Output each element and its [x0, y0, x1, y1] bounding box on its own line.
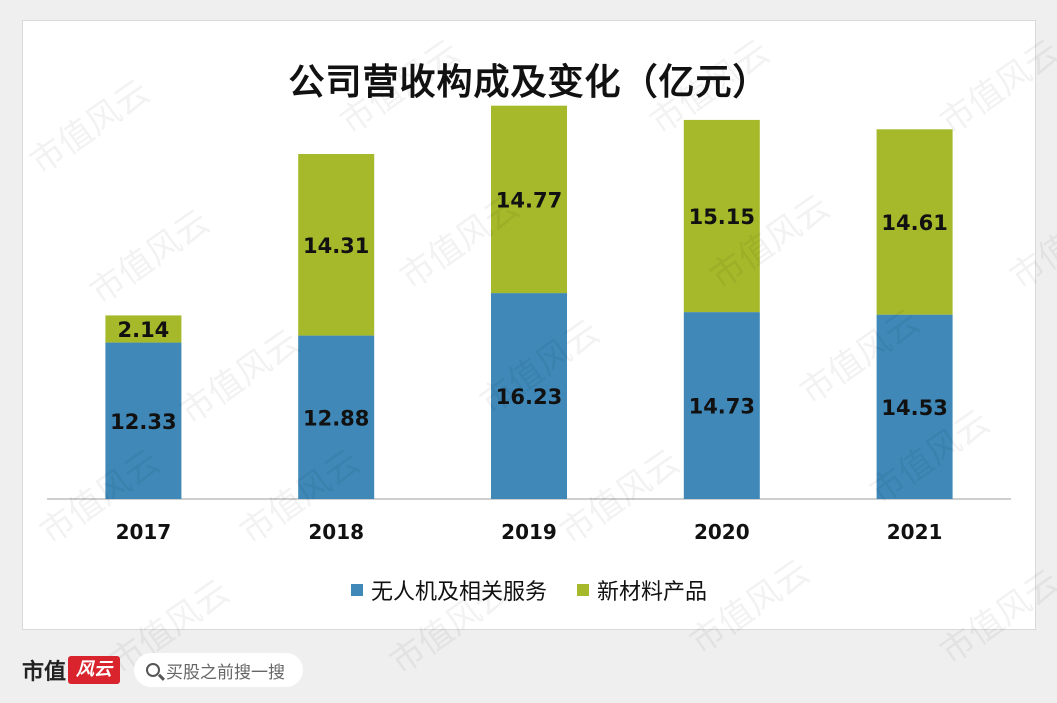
data-label-2017-series-0: 12.33 [110, 410, 176, 434]
search-icon [146, 663, 161, 677]
stacked-bar-chart: 12.33 2.14 2017 12.88 14.31 2018 16.23 14.77 201… [47, 105, 1011, 544]
x-tick-label-2017: 2017 [116, 520, 172, 544]
bar-2020-series-0 [683, 312, 760, 499]
legend-item-0: 无人机及相关服务 [350, 574, 547, 606]
data-label-2020-series-0: 14.73 [689, 395, 755, 419]
bar-2017-series-1 [105, 315, 182, 343]
bar-2018-series-1 [298, 154, 375, 336]
bar-2021-series-0 [876, 314, 953, 499]
legend-swatch-0 [350, 584, 363, 596]
bar-2021-series-1 [876, 129, 953, 315]
data-label-2021-series-0: 14.53 [881, 396, 947, 420]
footer-bar: 市值 风云 买股之前搜一搜 [22, 652, 304, 688]
chart-title: 公司营收构成及变化（亿元） [288, 62, 770, 103]
legend-label-0: 无人机及相关服务 [370, 580, 547, 605]
data-label-2020-series-1: 15.15 [689, 205, 755, 229]
data-label-2021-series-1: 14.61 [881, 211, 947, 235]
brand-logo: 市值 风云 [22, 654, 121, 686]
search-box[interactable]: 买股之前搜一搜 [134, 653, 304, 687]
legend-label-1: 新材料产品 [597, 580, 708, 605]
brand-text: 市值 [22, 660, 67, 685]
x-tick-label-2021: 2021 [887, 520, 943, 544]
data-label-2019-series-0: 16.23 [496, 385, 562, 409]
data-label-2019-series-1: 14.77 [496, 188, 562, 212]
brand-logo-badge: 风云 [68, 656, 121, 684]
bar-2020-series-1 [683, 119, 760, 313]
chart-card: 公司营收构成及变化（亿元） 12.33 2.14 2017 12.88 14.31 201… [22, 20, 1036, 630]
x-tick-label-2019: 2019 [501, 520, 557, 544]
data-label-2018-series-0: 12.88 [303, 406, 369, 430]
chart-legend: 无人机及相关服务 新材料产品 [23, 574, 1035, 606]
bar-2019-series-0 [491, 293, 567, 499]
x-tick-label-2020: 2020 [694, 520, 750, 544]
bar-2019-series-1 [491, 105, 567, 294]
data-label-2017-series-1: 2.14 [117, 318, 169, 342]
x-tick-label-2018: 2018 [308, 520, 364, 544]
bar-2018-series-0 [298, 335, 375, 499]
bar-2017-series-0 [105, 342, 182, 499]
search-placeholder: 买股之前搜一搜 [166, 662, 286, 683]
legend-item-1: 新材料产品 [577, 574, 707, 606]
legend-swatch-1 [577, 584, 589, 596]
data-label-2018-series-1: 14.31 [303, 234, 369, 258]
